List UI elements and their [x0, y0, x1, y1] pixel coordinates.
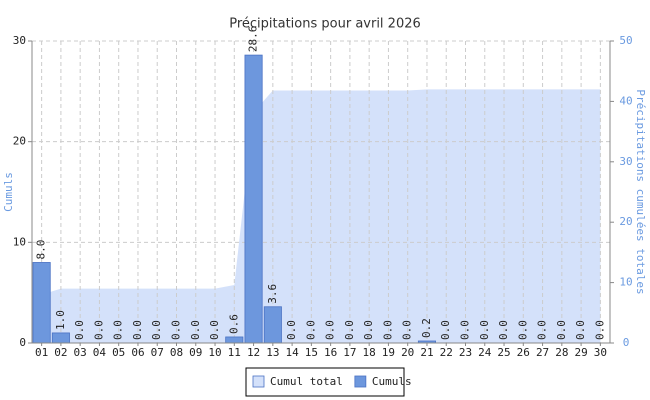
- x-tick-label: 30: [594, 346, 607, 359]
- y2-tick-label: 40: [619, 94, 632, 107]
- x-tick-label: 05: [112, 346, 125, 359]
- y2-axis-title: Précipitations cumulées totales: [634, 89, 647, 294]
- value-label: 0.0: [516, 320, 529, 340]
- x-tick-label: 15: [305, 346, 318, 359]
- value-label: 8.0: [35, 240, 48, 260]
- value-label: 0.0: [343, 320, 356, 340]
- y-tick-label: 20: [13, 135, 26, 148]
- area: [41, 89, 601, 343]
- x-tick-label: 23: [459, 346, 472, 359]
- x-tick-label: 20: [401, 346, 414, 359]
- x-tick-label: 03: [74, 346, 87, 359]
- value-label: 0.0: [92, 320, 105, 340]
- y-tick-label: 30: [13, 34, 26, 47]
- value-label: 0.0: [189, 320, 202, 340]
- x-tick-label: 13: [266, 346, 279, 359]
- legend-label: Cumul total: [270, 375, 343, 388]
- value-label: 0.0: [285, 320, 298, 340]
- y2-tick-label: 30: [619, 155, 632, 168]
- x-tick-label: 07: [151, 346, 164, 359]
- bar: [32, 262, 51, 344]
- x-tick-label: 27: [536, 346, 549, 359]
- value-label: 0.0: [304, 320, 317, 340]
- x-tick-label: 21: [420, 346, 433, 359]
- chart-title: Précipitations pour avril 2026: [229, 17, 421, 32]
- value-label: 0.0: [131, 320, 144, 340]
- x-tick-label: 24: [478, 346, 492, 359]
- legend-box: [245, 367, 405, 397]
- x-tick-label: 02: [54, 346, 67, 359]
- x-tick-label: 04: [93, 346, 107, 359]
- value-label: 0.0: [381, 320, 394, 340]
- y2-tick-label: 0: [623, 336, 630, 349]
- x-tick-label: 06: [131, 346, 144, 359]
- value-label: 0.0: [362, 320, 375, 340]
- bar: [263, 306, 282, 344]
- x-tick-label: 26: [517, 346, 530, 359]
- x-tick-label: 12: [247, 346, 260, 359]
- x-tick-label: 08: [170, 346, 183, 359]
- value-label: 0.0: [150, 320, 163, 340]
- legend-label: Cumuls: [372, 375, 412, 388]
- x-tick-label: 01: [35, 346, 48, 359]
- value-label: 0.0: [555, 320, 568, 340]
- value-label: 0.0: [593, 320, 606, 340]
- value-label: 0.0: [497, 320, 510, 340]
- value-label: 0.0: [478, 320, 491, 340]
- value-label: 1.0: [54, 310, 67, 330]
- value-label: 0.0: [170, 320, 183, 340]
- bar: [51, 332, 70, 344]
- value-label: 0.2: [420, 318, 433, 338]
- bar: [225, 336, 244, 344]
- x-tick-label: 14: [285, 346, 299, 359]
- legend-swatch: [252, 375, 265, 388]
- value-label: 0.0: [536, 320, 549, 340]
- y2-tick-label: 50: [619, 34, 632, 47]
- x-tick-label: 17: [343, 346, 356, 359]
- x-tick-label: 16: [324, 346, 337, 359]
- legend-swatch: [354, 375, 367, 388]
- value-label: 0.0: [324, 320, 337, 340]
- value-label: 0.0: [112, 320, 125, 340]
- x-tick-label: 09: [189, 346, 202, 359]
- x-tick-label: 19: [382, 346, 395, 359]
- value-label: 0.0: [459, 320, 472, 340]
- value-label: 0.0: [73, 320, 86, 340]
- x-tick-label: 25: [497, 346, 510, 359]
- value-label: 0.0: [439, 320, 452, 340]
- y-tick-label: 0: [19, 336, 26, 349]
- x-tick-label: 28: [555, 346, 568, 359]
- bar: [244, 54, 263, 344]
- y2-tick-label: 20: [619, 215, 632, 228]
- value-label: 28.6: [247, 26, 260, 52]
- x-tick-label: 29: [574, 346, 587, 359]
- x-tick-label: 11: [228, 346, 241, 359]
- value-label: 0.0: [574, 320, 587, 340]
- value-label: 0.0: [208, 320, 221, 340]
- value-label: 0.0: [401, 320, 414, 340]
- y-axis-title: Cumuls: [2, 172, 15, 212]
- value-label: 0.6: [227, 314, 240, 334]
- x-tick-label: 18: [363, 346, 376, 359]
- y-tick-label: 10: [13, 235, 26, 248]
- x-tick-label: 22: [440, 346, 453, 359]
- x-tick-label: 10: [208, 346, 221, 359]
- value-label: 3.6: [266, 284, 279, 304]
- y2-tick-label: 10: [619, 276, 632, 289]
